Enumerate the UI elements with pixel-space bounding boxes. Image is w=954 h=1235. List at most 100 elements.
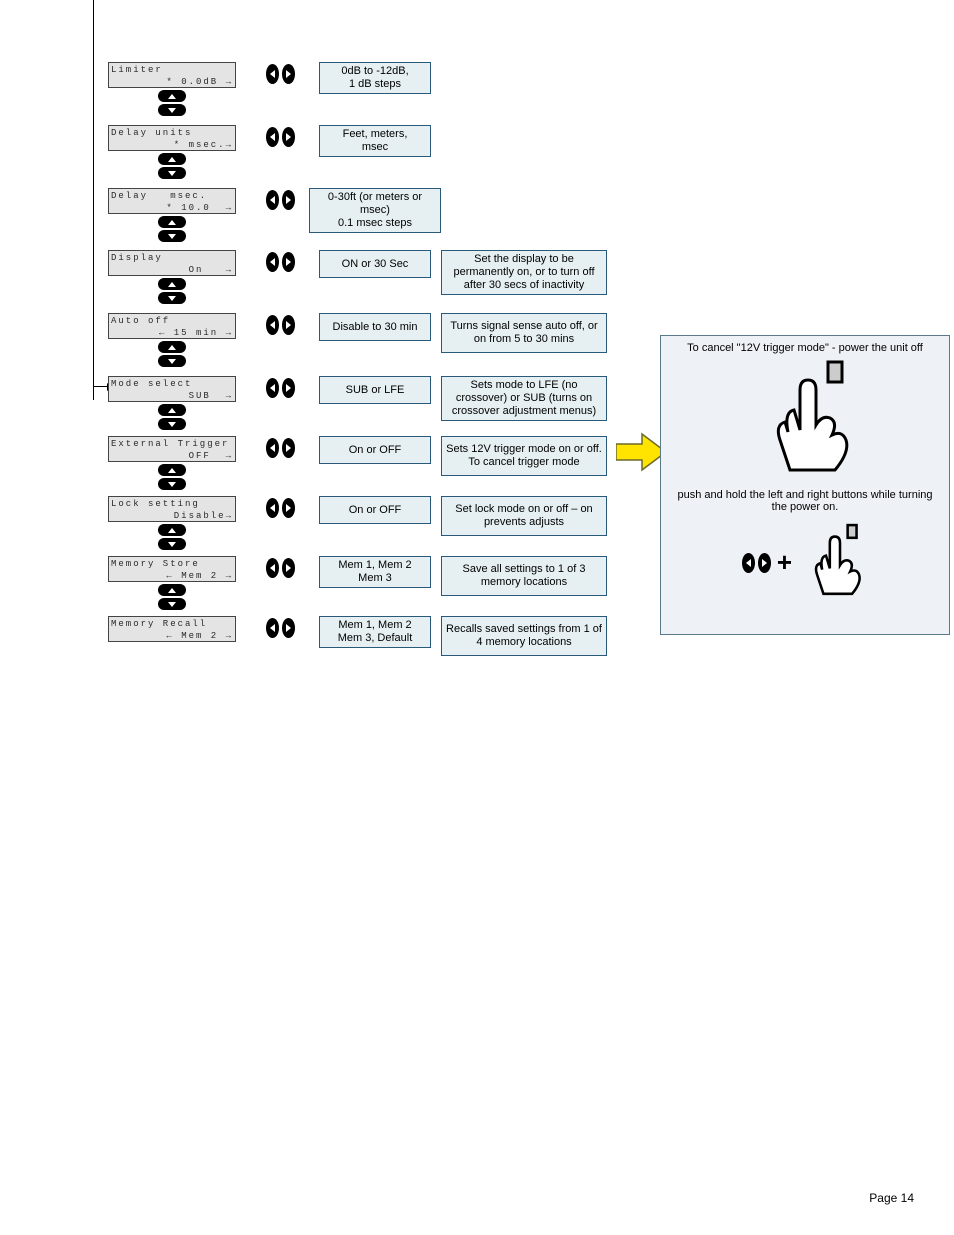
lcd-line-1: Memory Recall bbox=[111, 618, 233, 630]
sidebox-title: To cancel "12V trigger mode" - power the… bbox=[669, 342, 941, 354]
right-button-icon[interactable] bbox=[282, 558, 295, 578]
right-button-icon[interactable] bbox=[282, 315, 295, 335]
up-button-icon[interactable] bbox=[158, 278, 186, 290]
left-button-icon[interactable] bbox=[266, 252, 279, 272]
left-button-icon[interactable] bbox=[266, 498, 279, 518]
up-down-buttons bbox=[158, 216, 186, 242]
right-button-icon[interactable] bbox=[282, 378, 295, 398]
callout-arrow-icon bbox=[616, 432, 666, 472]
up-button-icon[interactable] bbox=[158, 584, 186, 596]
right-button-icon[interactable] bbox=[282, 127, 295, 147]
up-down-buttons bbox=[158, 153, 186, 179]
left-right-buttons bbox=[266, 64, 295, 84]
left-right-buttons bbox=[266, 558, 295, 578]
left-button-icon[interactable] bbox=[266, 618, 279, 638]
left-button-icon[interactable] bbox=[266, 438, 279, 458]
value-range-box: 0-30ft (or meters or msec) 0.1 msec step… bbox=[309, 188, 441, 233]
description-box: Turns signal sense auto off, or on from … bbox=[441, 313, 607, 353]
up-down-buttons bbox=[158, 404, 186, 430]
up-button-icon[interactable] bbox=[158, 464, 186, 476]
down-button-icon[interactable] bbox=[158, 230, 186, 242]
lcd-display: Delay msec.* 10.0 → bbox=[108, 188, 236, 214]
right-button-icon[interactable] bbox=[282, 498, 295, 518]
value-range-box: Mem 1, Mem 2 Mem 3, Default bbox=[319, 616, 431, 648]
value-range-box: On or OFF bbox=[319, 496, 431, 524]
up-down-buttons bbox=[158, 524, 186, 550]
lcd-line-1: Delay units bbox=[111, 127, 233, 139]
page-number: Page 14 bbox=[869, 1191, 914, 1205]
down-button-icon[interactable] bbox=[158, 538, 186, 550]
lcd-line-2: ← Mem 2 → bbox=[111, 630, 233, 642]
left-button-icon[interactable] bbox=[266, 315, 279, 335]
right-button-icon[interactable] bbox=[282, 438, 295, 458]
cancel-trigger-sidebox: To cancel "12V trigger mode" - power the… bbox=[660, 335, 950, 635]
left-right-buttons bbox=[266, 190, 295, 210]
right-button-icon bbox=[758, 553, 771, 573]
menu-row: DisplayOn → ON or 30 Sec Set the display t… bbox=[108, 250, 607, 304]
down-button-icon[interactable] bbox=[158, 355, 186, 367]
up-button-icon[interactable] bbox=[158, 216, 186, 228]
value-range-box: 0dB to -12dB, 1 dB steps bbox=[319, 62, 431, 94]
left-button-icon[interactable] bbox=[266, 190, 279, 210]
lcd-line-2: Disable→ bbox=[111, 510, 233, 522]
down-button-icon[interactable] bbox=[158, 104, 186, 116]
menu-row: Memory Store← Mem 2 →Mem 1, Mem 2 Mem 3S… bbox=[108, 556, 607, 610]
left-button-icon[interactable] bbox=[266, 127, 279, 147]
down-button-icon[interactable] bbox=[158, 598, 186, 610]
lcd-display: Auto off← 15 min → bbox=[108, 313, 236, 339]
up-button-icon[interactable] bbox=[158, 404, 186, 416]
down-button-icon[interactable] bbox=[158, 292, 186, 304]
plus-icon: + bbox=[777, 547, 792, 578]
lcd-line-1: External Trigger bbox=[111, 438, 233, 450]
value-range-box: Mem 1, Mem 2 Mem 3 bbox=[319, 556, 431, 588]
lcd-column: DisplayOn → bbox=[108, 250, 236, 304]
up-down-buttons bbox=[158, 584, 186, 610]
left-button-icon bbox=[742, 553, 755, 573]
up-button-icon[interactable] bbox=[158, 153, 186, 165]
lcd-column: Memory Store← Mem 2 → bbox=[108, 556, 236, 610]
description-box: Set the display to be permanently on, or… bbox=[441, 250, 607, 295]
left-button-icon[interactable] bbox=[266, 558, 279, 578]
tree-line bbox=[93, 0, 94, 400]
up-down-buttons bbox=[158, 464, 186, 490]
down-button-icon[interactable] bbox=[158, 167, 186, 179]
left-right-buttons bbox=[266, 618, 295, 638]
up-button-icon[interactable] bbox=[158, 90, 186, 102]
left-right-buttons bbox=[266, 127, 295, 147]
menu-row: Auto off← 15 min →Disable to 30 minTurns… bbox=[108, 313, 607, 367]
left-button-icon[interactable] bbox=[266, 378, 279, 398]
menu-row: Memory Recall← Mem 2 → Mem 1, Mem 2 Mem 3… bbox=[108, 616, 607, 656]
right-button-icon[interactable] bbox=[282, 618, 295, 638]
right-button-icon[interactable] bbox=[282, 252, 295, 272]
right-button-icon[interactable] bbox=[282, 64, 295, 84]
up-button-icon[interactable] bbox=[158, 524, 186, 536]
up-button-icon[interactable] bbox=[158, 341, 186, 353]
lcd-line-1: Mode select bbox=[111, 378, 233, 390]
sidebox-caption: push and hold the left and right buttons… bbox=[669, 489, 941, 513]
lcd-line-2: OFF → bbox=[111, 450, 233, 462]
left-button-icon[interactable] bbox=[266, 64, 279, 84]
right-button-icon[interactable] bbox=[282, 190, 295, 210]
left-right-buttons bbox=[266, 315, 295, 335]
lcd-line-2: ← Mem 2 → bbox=[111, 570, 233, 582]
lcd-line-2: * 0.0dB → bbox=[111, 76, 233, 88]
lcd-display: Mode selectSUB → bbox=[108, 376, 236, 402]
hand-press-power-icon bbox=[750, 360, 860, 480]
down-button-icon[interactable] bbox=[158, 478, 186, 490]
lcd-line-1: Lock setting bbox=[111, 498, 233, 510]
lcd-display: External TriggerOFF → bbox=[108, 436, 236, 462]
lcd-column: Memory Recall← Mem 2 → bbox=[108, 616, 236, 642]
menu-row: Lock settingDisable→ On or OFF Set lock mo… bbox=[108, 496, 607, 550]
lcd-line-2: On → bbox=[111, 264, 233, 276]
description-box: Set lock mode on or off – on prevents ad… bbox=[441, 496, 607, 536]
value-range-box: On or OFF bbox=[319, 436, 431, 464]
value-range-box: Feet, meters, msec bbox=[319, 125, 431, 157]
down-button-icon[interactable] bbox=[158, 418, 186, 430]
value-range-box: ON or 30 Sec bbox=[319, 250, 431, 278]
left-right-buttons bbox=[266, 378, 295, 398]
up-down-buttons bbox=[158, 278, 186, 304]
sidebox-button-combo: + bbox=[742, 523, 868, 601]
description-box: Sets 12V trigger mode on or off. To canc… bbox=[441, 436, 607, 476]
lcd-display: Lock settingDisable→ bbox=[108, 496, 236, 522]
lcd-column: External TriggerOFF → bbox=[108, 436, 236, 490]
